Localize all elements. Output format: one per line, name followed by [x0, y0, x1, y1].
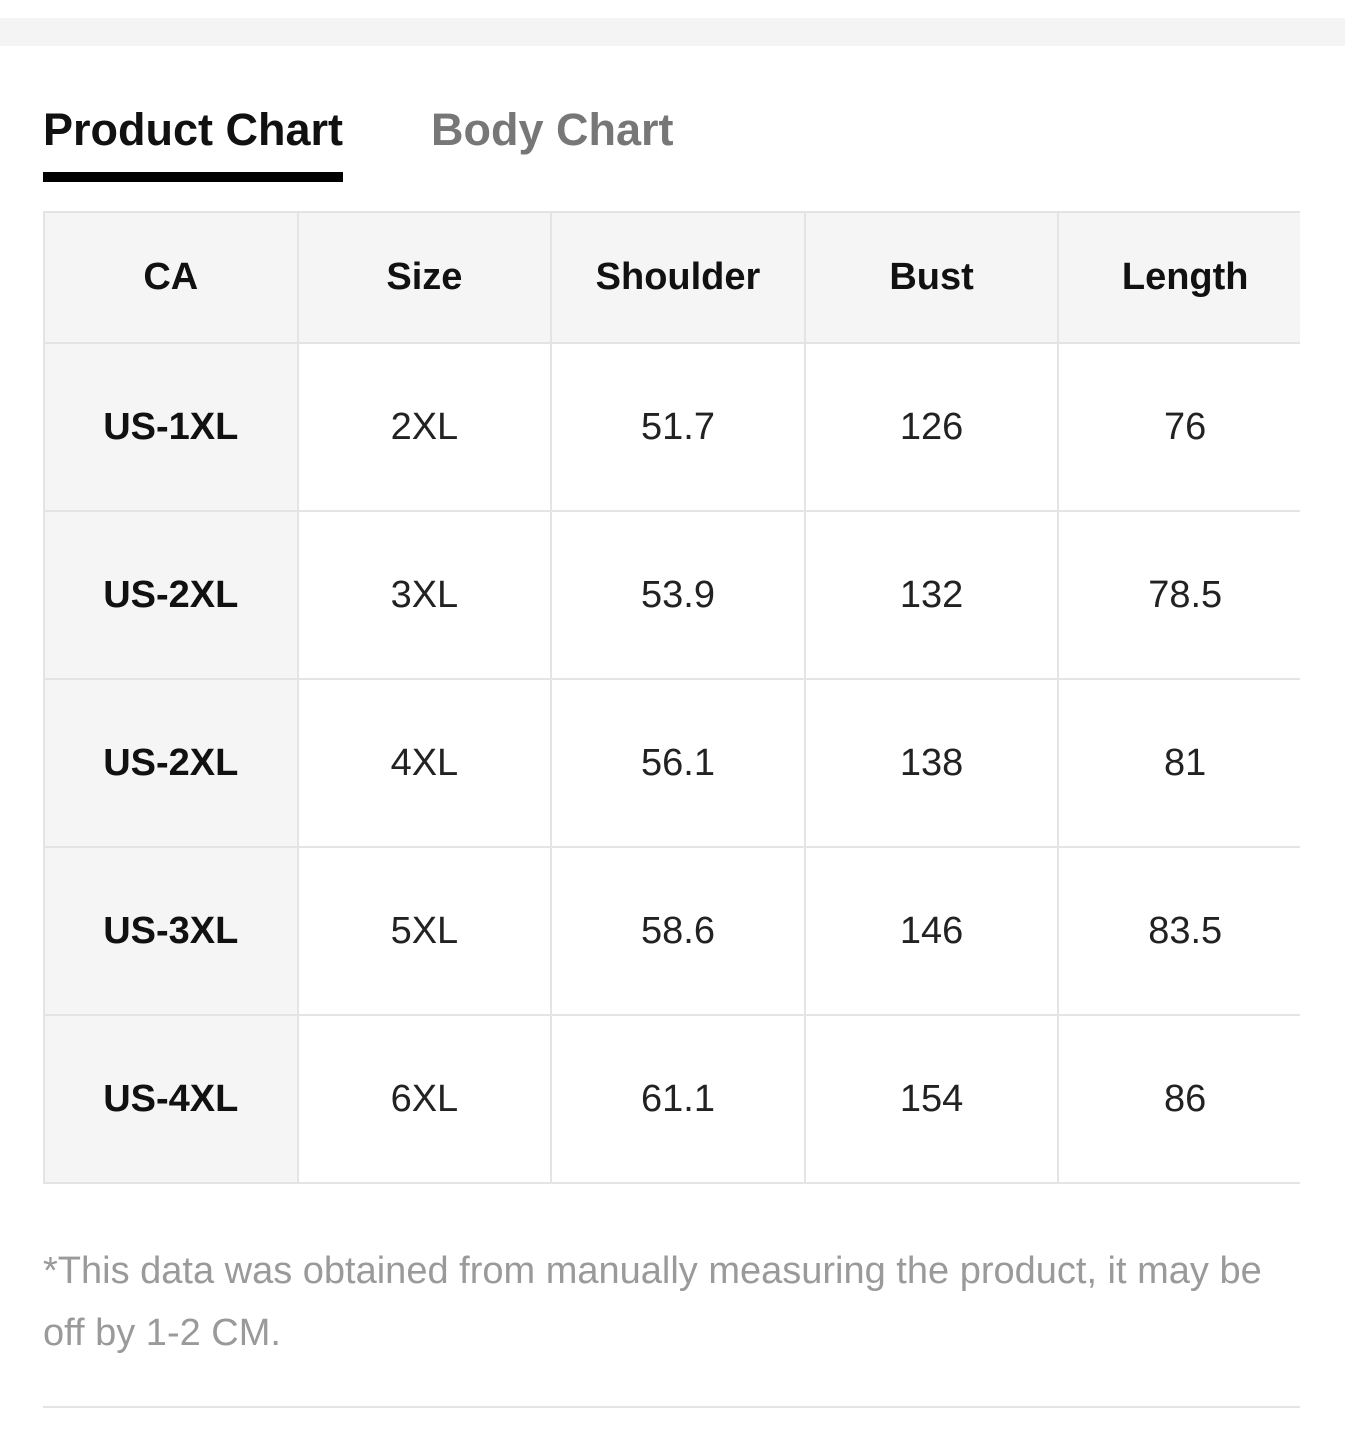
table-cell: 51.7 — [550, 342, 806, 512]
table-cell: 53.9 — [550, 510, 806, 680]
table-cell: 2XL — [296, 342, 553, 512]
table-cell: 132 — [803, 510, 1060, 680]
table-cell: 78.5 — [1057, 510, 1300, 680]
tab[interactable]: Product Chart — [43, 100, 344, 182]
table-row: US-4XL 6XL 61.1 154 86 — [43, 1014, 1300, 1184]
table-cell: 4XL — [296, 678, 553, 848]
table-cell: 58.6 — [550, 846, 806, 1016]
tabs: Product Chart Body Chart — [43, 100, 762, 182]
table-row: US-1XL 2XL 51.7 126 76 — [43, 342, 1300, 512]
table-cell: 154 — [803, 1014, 1060, 1184]
table-cell: 83.5 — [1057, 846, 1300, 1016]
table-cell: 86 — [1057, 1014, 1300, 1184]
table-cell: US-4XL — [43, 1014, 299, 1184]
table-cell: 61.1 — [550, 1014, 806, 1184]
size-table: CA Size Shoulder Bust Length US-1XL 2XL 51.7 126… — [43, 211, 1300, 1184]
table-row: US-2XL 3XL 53.9 132 78.5 — [43, 510, 1300, 680]
table-cell: 3XL — [296, 510, 553, 680]
table-cell: 56.1 — [550, 678, 806, 848]
table-row: US-2XL 4XL 56.1 138 81 — [43, 678, 1300, 848]
header-cell: Shoulder — [550, 211, 806, 344]
table-cell: US-1XL — [43, 342, 299, 512]
header-cell: Bust — [803, 211, 1060, 344]
table-cell: US-2XL — [43, 678, 299, 848]
table-cell: 76 — [1057, 342, 1300, 512]
header-cell: Size — [296, 211, 553, 344]
tab[interactable]: Body Chart — [431, 104, 674, 155]
table-cell: 146 — [803, 846, 1060, 1016]
table-cell: 81 — [1057, 678, 1300, 848]
table-cell: US-3XL — [43, 846, 299, 1016]
table-cell: 126 — [803, 342, 1060, 512]
header-cell: CA — [43, 211, 299, 344]
table-cell: 5XL — [296, 846, 553, 1016]
header-row: CA Size Shoulder Bust Length — [43, 211, 1300, 344]
table-cell: 138 — [803, 678, 1060, 848]
divider — [43, 1406, 1300, 1408]
top-bar — [0, 18, 1345, 46]
header-cell: Length — [1057, 211, 1300, 344]
note: *This data was obtained from manually me… — [43, 1250, 1262, 1354]
size-table-wrap: CA Size Shoulder Bust Length US-1XL 2XL 51.7 126… — [43, 211, 1300, 1184]
table-cell: 6XL — [296, 1014, 553, 1184]
table-cell: US-2XL — [43, 510, 299, 680]
table-row: US-3XL 5XL 58.6 146 83.5 — [43, 846, 1300, 1016]
